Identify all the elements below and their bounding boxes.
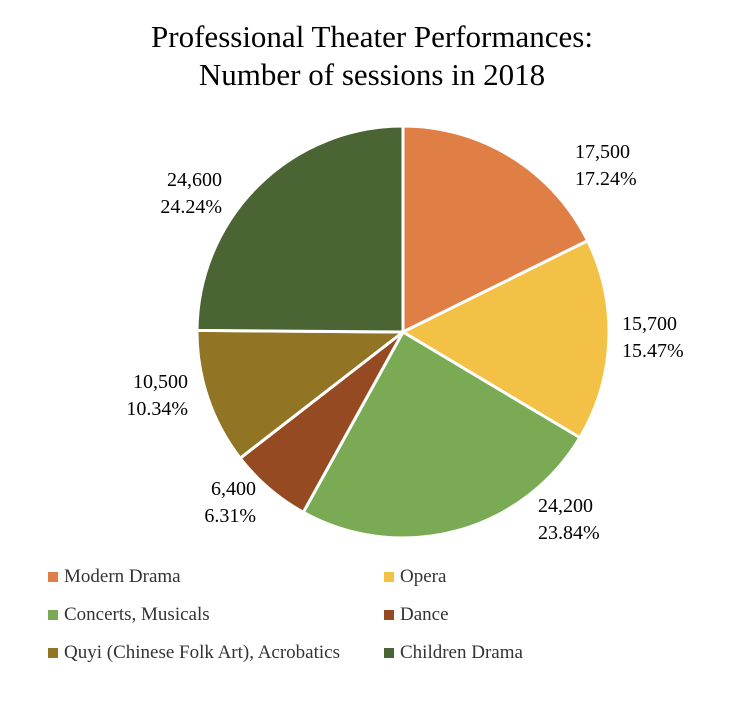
- chart-title: Professional Theater Performances: Numbe…: [0, 18, 744, 94]
- legend-item-opera: Opera: [384, 566, 446, 588]
- legend-swatch: [48, 572, 58, 582]
- data-label-percent: 23.84%: [538, 522, 600, 544]
- legend-swatch: [384, 648, 394, 658]
- data-label-percent: 6.31%: [204, 505, 256, 527]
- legend-swatch: [384, 572, 394, 582]
- data-label-value: 15,700: [622, 313, 677, 335]
- data-label-value: 6,400: [211, 478, 256, 500]
- legend-label: Concerts, Musicals: [64, 604, 210, 625]
- data-label-value: 17,500: [575, 141, 630, 163]
- legend-item-children-drama: Children Drama: [384, 642, 523, 664]
- legend-label: Modern Drama: [64, 566, 181, 587]
- data-label-percent: 15.47%: [622, 340, 684, 362]
- pie-slice-children-drama: [195, 124, 405, 334]
- data-label-quyi-chinese-folk-art-acrobatics: 10,500 10.34%: [126, 371, 188, 420]
- legend-label: Opera: [400, 566, 447, 587]
- legend-label: Children Drama: [400, 642, 523, 663]
- pie-slice-concerts-musicals: [301, 330, 582, 540]
- legend-swatch: [48, 610, 58, 620]
- data-labels: 17,500 17.24% 15,700 15.47% 24,200 23.84% 6,40…: [126, 141, 683, 544]
- data-label-modern-drama: 17,500 17.24%: [575, 141, 637, 190]
- legend-swatch: [48, 648, 58, 658]
- pie-slice-modern-drama: [401, 124, 590, 334]
- data-label-value: 24,600: [167, 169, 222, 191]
- data-label-percent: 10.34%: [126, 398, 188, 420]
- pie-chart: 17,500 17.24% 15,700 15.47% 24,200 23.84% 6,40…: [126, 124, 684, 544]
- pie-slice-opera: [401, 239, 611, 440]
- legend-item-quyi-chinese-folk-art-acrobatics: Quyi (Chinese Folk Art), Acrobatics: [48, 642, 340, 664]
- data-label-percent: 24.24%: [160, 196, 222, 218]
- legend-label: Dance: [400, 604, 449, 625]
- data-label-opera: 15,700 15.47%: [622, 313, 684, 362]
- legend-item-modern-drama: Modern Drama: [48, 566, 181, 588]
- data-label-value: 10,500: [133, 371, 188, 393]
- data-label-dance: 6,400 6.31%: [204, 478, 256, 527]
- legend-item-concerts-musicals: Concerts, Musicals: [48, 604, 210, 626]
- legend-label: Quyi (Chinese Folk Art), Acrobatics: [64, 642, 340, 663]
- chart-title-line-2: Number of sessions in 2018: [198, 57, 546, 92]
- chart-title-line-1: Professional Theater Performances:: [151, 19, 593, 54]
- data-label-value: 24,200: [538, 495, 593, 517]
- data-label-percent: 17.24%: [575, 168, 637, 190]
- data-label-concerts-musicals: 24,200 23.84%: [538, 495, 600, 544]
- pie-slices: [195, 124, 611, 540]
- data-label-children-drama: 24,600 24.24%: [160, 169, 222, 218]
- pie-slice-quyi-chinese-folk-art-acrobatics: [195, 328, 405, 460]
- legend-item-dance: Dance: [384, 604, 449, 626]
- legend-swatch: [384, 610, 394, 620]
